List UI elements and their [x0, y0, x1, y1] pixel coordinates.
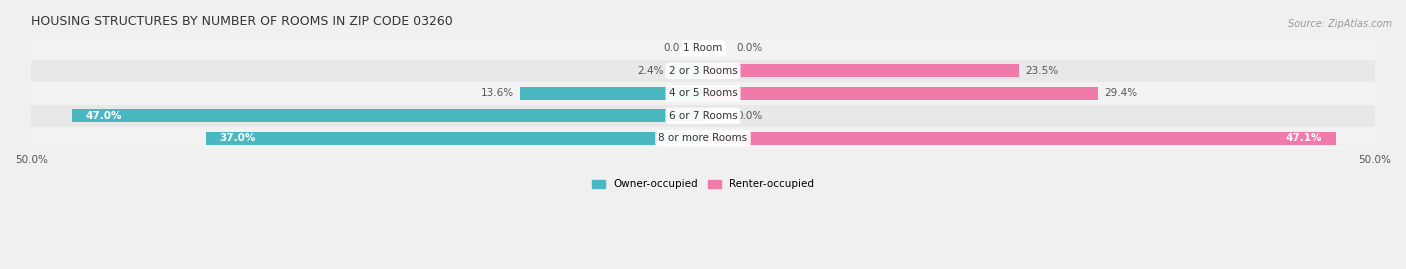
Bar [703, 64, 1018, 77]
Text: 2 or 3 Rooms: 2 or 3 Rooms [669, 66, 737, 76]
Bar [72, 109, 703, 122]
Text: 13.6%: 13.6% [481, 89, 513, 98]
Text: 4 or 5 Rooms: 4 or 5 Rooms [669, 89, 737, 98]
Text: 47.0%: 47.0% [86, 111, 122, 121]
Bar [703, 109, 723, 122]
Text: 23.5%: 23.5% [1025, 66, 1059, 76]
Text: 6 or 7 Rooms: 6 or 7 Rooms [669, 111, 737, 121]
Text: 0.0%: 0.0% [664, 44, 689, 54]
Bar [703, 132, 1336, 145]
Text: 8 or more Rooms: 8 or more Rooms [658, 133, 748, 143]
Bar [31, 37, 1375, 60]
Text: 0.0%: 0.0% [737, 44, 763, 54]
Bar [31, 105, 1375, 127]
Bar [207, 132, 703, 145]
Bar [703, 87, 1098, 100]
Bar [31, 60, 1375, 82]
Bar [520, 87, 703, 100]
Text: 0.0%: 0.0% [737, 111, 763, 121]
Text: 47.1%: 47.1% [1285, 133, 1322, 143]
Text: 29.4%: 29.4% [1105, 89, 1137, 98]
Text: Source: ZipAtlas.com: Source: ZipAtlas.com [1288, 19, 1392, 29]
Text: 2.4%: 2.4% [637, 66, 664, 76]
Text: 1 Room: 1 Room [683, 44, 723, 54]
Text: HOUSING STRUCTURES BY NUMBER OF ROOMS IN ZIP CODE 03260: HOUSING STRUCTURES BY NUMBER OF ROOMS IN… [31, 15, 453, 28]
Bar [671, 64, 703, 77]
Legend: Owner-occupied, Renter-occupied: Owner-occupied, Renter-occupied [588, 175, 818, 194]
Bar [31, 82, 1375, 105]
Bar [31, 127, 1375, 150]
Text: 37.0%: 37.0% [219, 133, 256, 143]
